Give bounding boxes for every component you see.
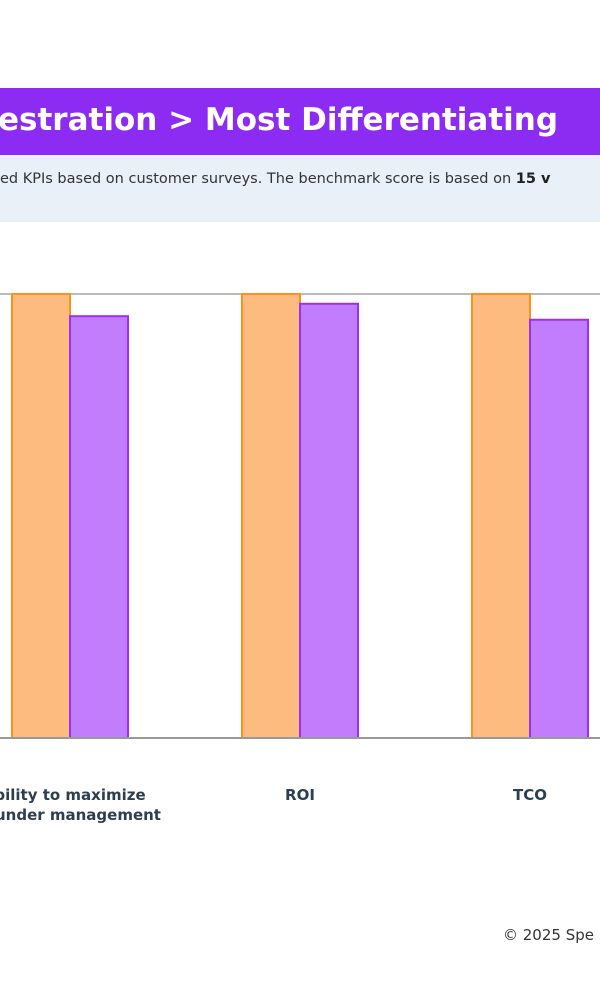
- chart-title: estration > Most Differentiating: [0, 102, 559, 138]
- footer: © 2025 Spe: [503, 926, 594, 944]
- bar: [11, 293, 71, 739]
- subtitle-emphasis: 15 v: [515, 171, 551, 187]
- subtitle-band: ed KPIs based on customer surveys. The b…: [0, 155, 600, 222]
- subtitle: ed KPIs based on customer surveys. The b…: [0, 171, 550, 187]
- bar: [471, 293, 531, 739]
- x-tick-label: bility to maximize d under management: [0, 786, 161, 824]
- subtitle-text: ed KPIs based on customer surveys. The b…: [0, 171, 516, 187]
- bar: [299, 302, 359, 739]
- bar: [69, 315, 129, 739]
- x-tick-label: ROI: [285, 786, 315, 804]
- x-tick-label: TCO: [513, 786, 547, 804]
- bar: [529, 318, 589, 739]
- title-banner: estration > Most Differentiating: [0, 88, 600, 155]
- bar: [241, 293, 301, 739]
